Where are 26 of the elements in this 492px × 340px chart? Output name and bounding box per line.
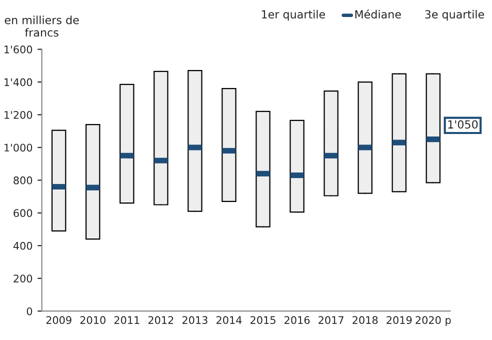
x-tick-label: 2020 p	[416, 316, 451, 326]
text: 3e quartile	[425, 10, 484, 21]
annotation: 1'050	[448, 120, 478, 129]
x-tick-label: 2016	[284, 316, 310, 324]
x-tick-label: 2015	[250, 316, 276, 324]
text: Médiane	[355, 9, 401, 19]
y-tick-label: 1'000	[4, 144, 32, 152]
y-tick-label: 800	[14, 176, 32, 184]
y-tick-label: 600	[14, 209, 32, 218]
x-tick-label: 2014	[216, 316, 242, 324]
y-tick-label: 200	[14, 274, 32, 282]
y-tick-label: 0	[26, 307, 32, 316]
x-tick-label: 2018	[352, 316, 378, 324]
y-tick-label: 400	[13, 242, 32, 250]
x-tick-label: 2017	[318, 316, 344, 324]
y-axis-title: en milliers de francs	[4, 16, 79, 37]
x-tick-label: 2010	[80, 316, 106, 324]
x-tick-label: 2019	[386, 316, 412, 324]
x-tick-label: 2009	[46, 316, 72, 324]
y-tick-label: 1'400	[4, 78, 32, 86]
text: 1er quartile	[262, 10, 326, 21]
x-tick-label: 2013	[182, 316, 208, 324]
y-tick-label: 1'200	[4, 110, 32, 119]
x-tick-label: 2012	[148, 316, 174, 324]
x-tick-label: 2011	[114, 316, 140, 324]
y-tick-label: 1'600	[4, 46, 32, 54]
